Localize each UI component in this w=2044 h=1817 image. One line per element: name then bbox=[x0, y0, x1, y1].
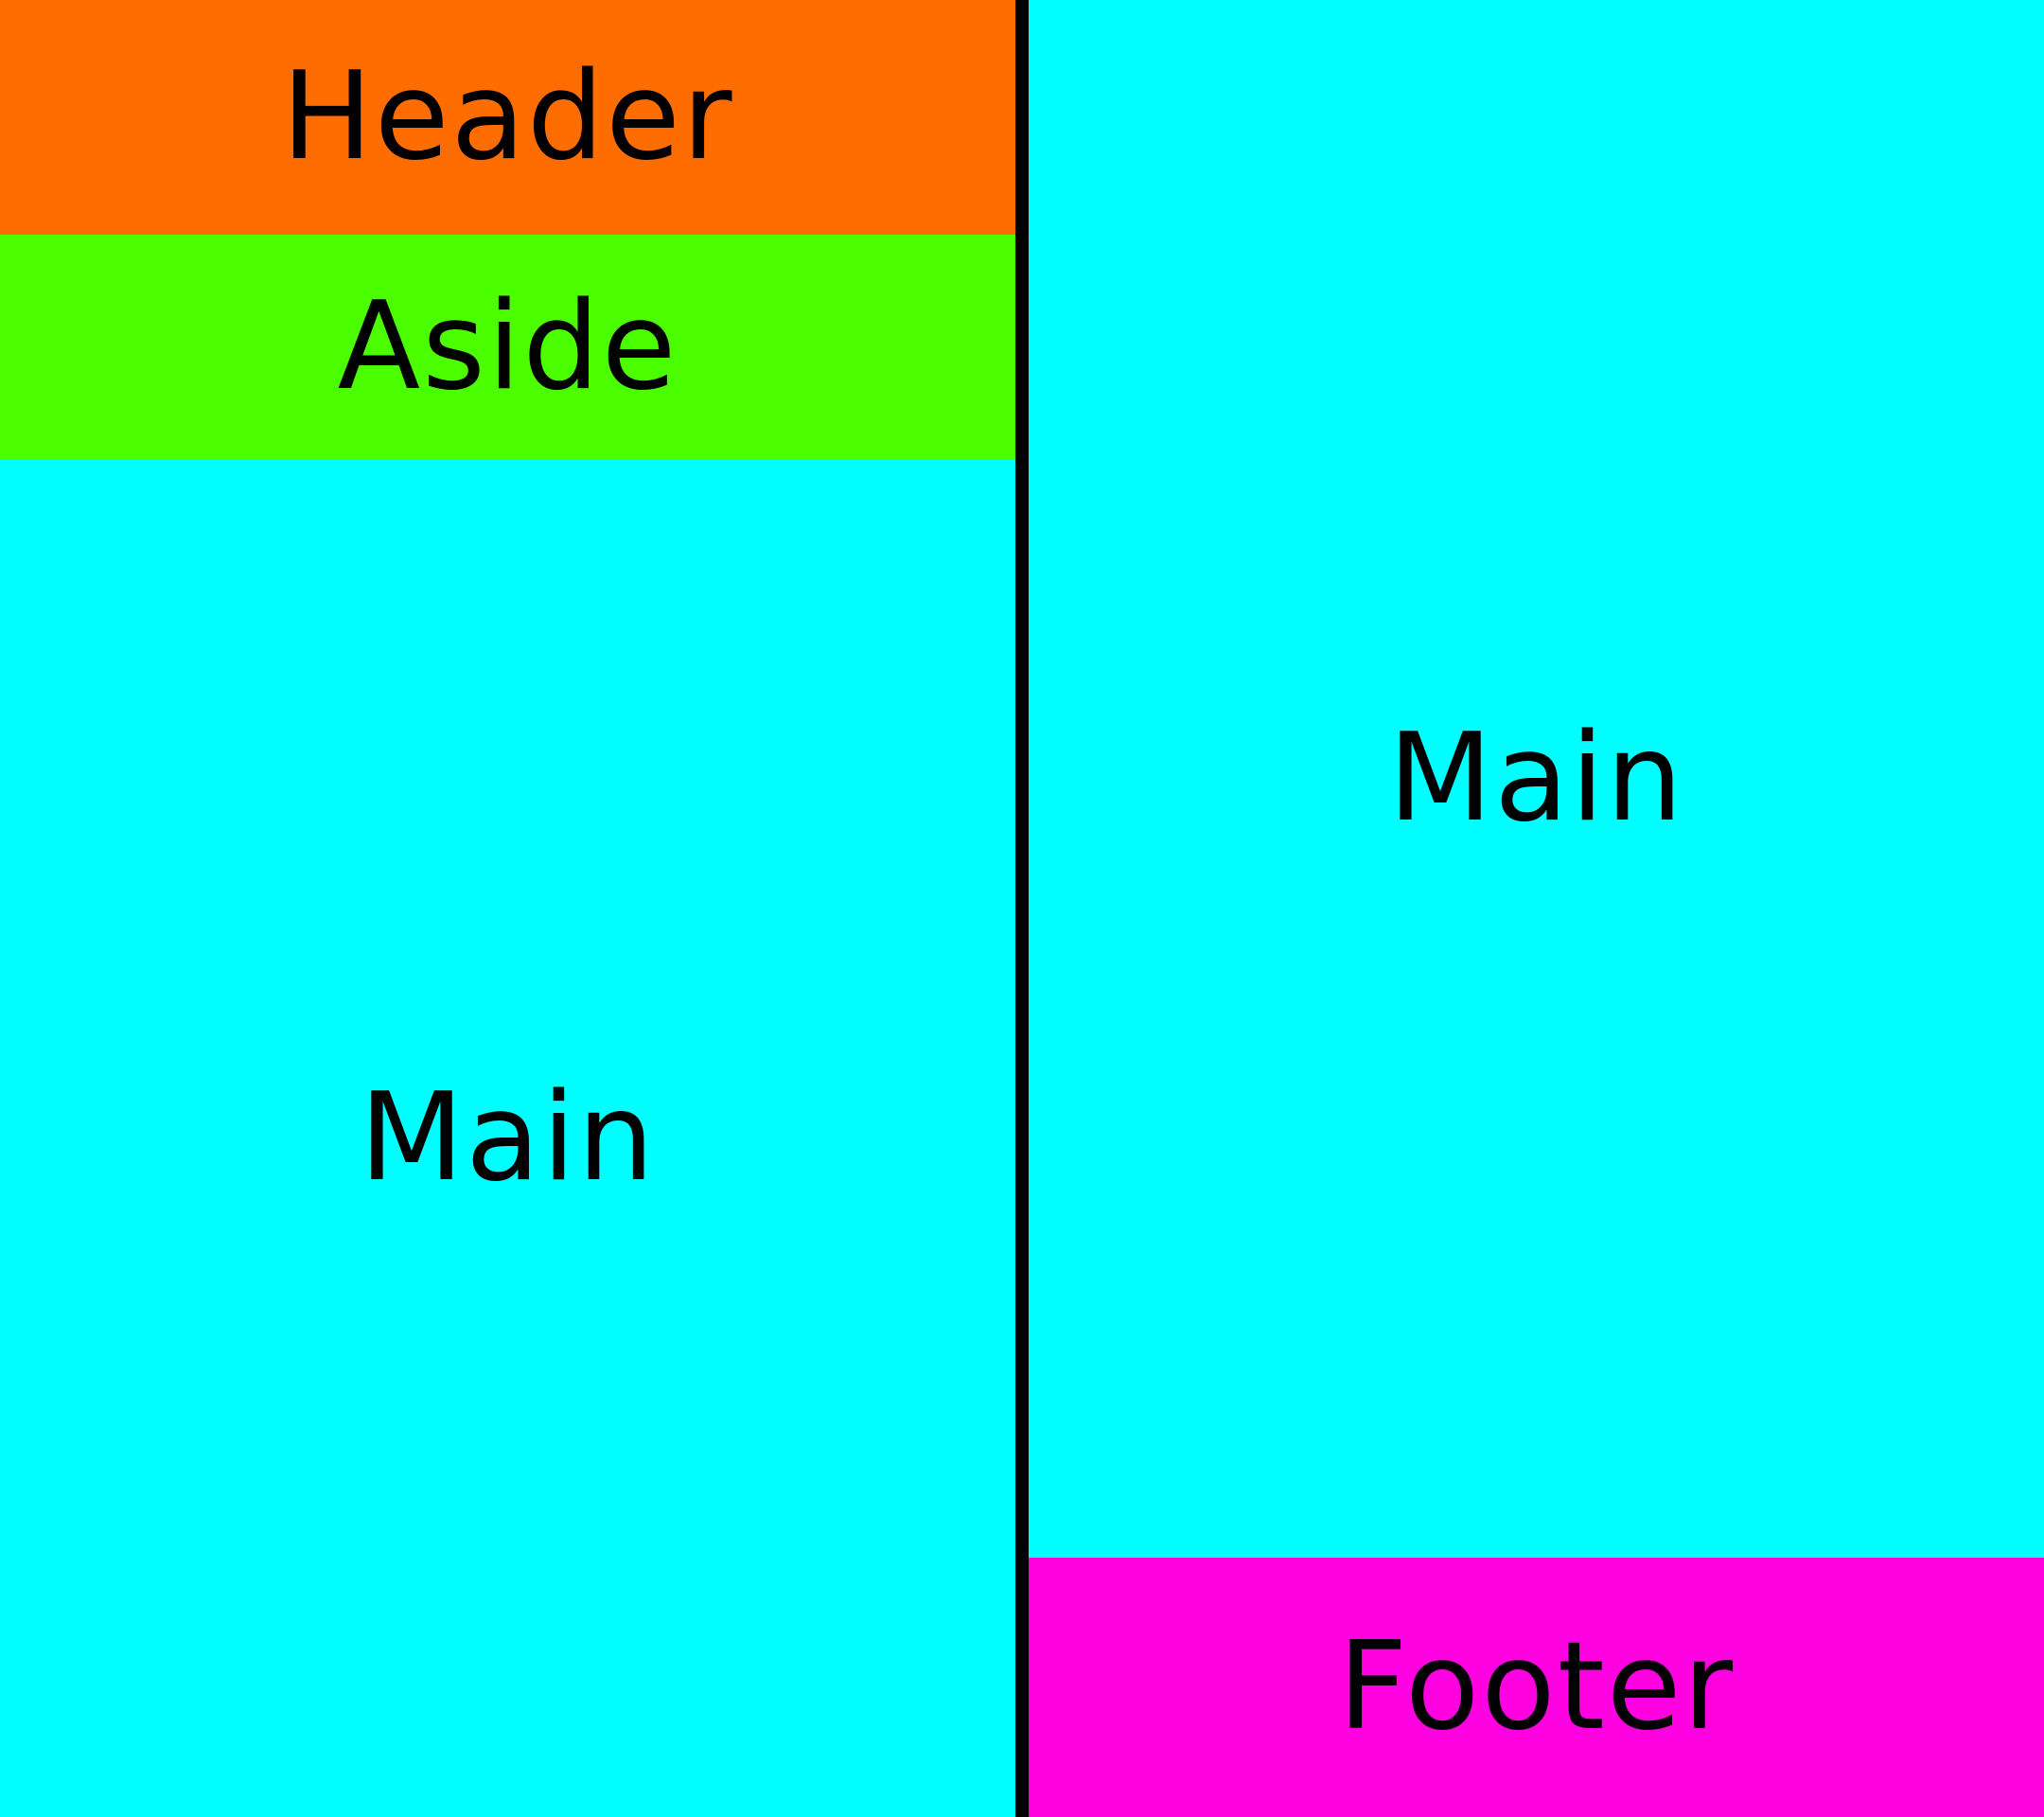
right-footer-region: Footer bbox=[1029, 1558, 2044, 1817]
center-divider bbox=[1015, 0, 1029, 1817]
left-aside-region: Aside bbox=[0, 235, 1015, 460]
right-footer-label: Footer bbox=[1337, 1616, 1736, 1757]
right-main-label: Main bbox=[1387, 708, 1685, 849]
left-header-label: Header bbox=[281, 46, 734, 187]
left-main-label: Main bbox=[359, 1067, 657, 1208]
left-main-region: Main bbox=[0, 460, 1015, 1817]
right-main-region: Main bbox=[1029, 0, 2044, 1558]
left-header-region: Header bbox=[0, 0, 1015, 235]
left-aside-label: Aside bbox=[337, 276, 678, 417]
